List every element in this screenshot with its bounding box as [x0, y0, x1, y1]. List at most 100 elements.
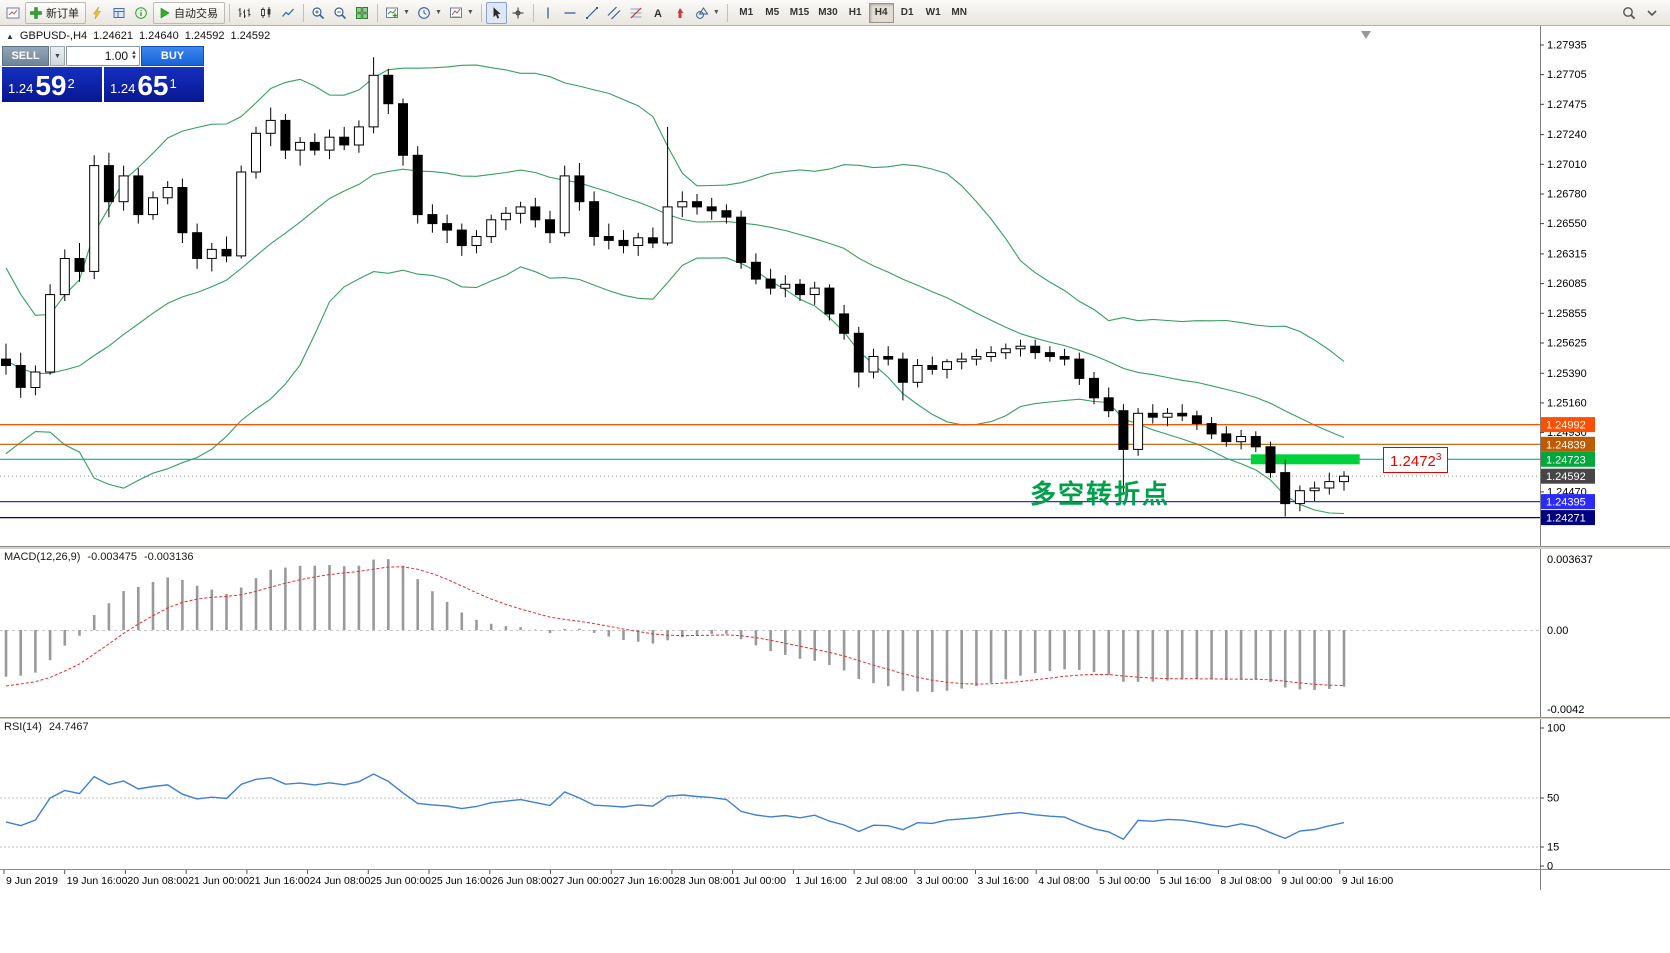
trendline-tool-button[interactable] [582, 2, 603, 24]
timeframe-button-h4[interactable]: H4 [868, 2, 894, 23]
highlight-zone [1250, 454, 1360, 465]
one-click-trading-panel: SELL ▼ 1.00 ▲ ▼ BUY 1.24 59 2 1.24 65 1 [2, 46, 204, 102]
svg-text:1.25625: 1.25625 [1547, 338, 1587, 350]
svg-text:50: 50 [1547, 793, 1559, 805]
svg-text:21 Jun 00:00: 21 Jun 00:00 [188, 875, 249, 887]
zoom-out-button[interactable] [330, 2, 351, 24]
svg-text:9 Jul 00:00: 9 Jul 00:00 [1281, 875, 1333, 887]
toolbar-right-group [1619, 2, 1667, 24]
buy-price-display[interactable]: 1.24 65 1 [104, 67, 204, 102]
symbol-chart-icon: ▲ [6, 31, 14, 41]
one-click-dropdown-button[interactable]: ▼ [50, 46, 65, 66]
svg-text:1.27705: 1.27705 [1547, 69, 1587, 81]
zoom-out-icon [333, 6, 347, 20]
sell-button[interactable]: SELL [2, 46, 49, 66]
svg-text:9 Jun 2019: 9 Jun 2019 [6, 875, 58, 887]
svg-text:1.24839: 1.24839 [1546, 439, 1586, 451]
timeframe-button-d1[interactable]: D1 [900, 7, 914, 18]
volume-spinner[interactable]: ▲ ▼ [131, 50, 137, 61]
candlestick-mode-button[interactable] [256, 2, 277, 24]
ohlc-bars-icon [237, 6, 251, 20]
svg-text:5 Jul 16:00: 5 Jul 16:00 [1160, 875, 1212, 887]
line-chart-mode-button[interactable] [278, 2, 299, 24]
charts-profile-button[interactable] [87, 2, 108, 24]
crosshair-tool-button[interactable] [508, 2, 529, 24]
candlestick-icon [259, 6, 273, 20]
sell-price-small: 1.24 [8, 81, 34, 96]
cursor-tool-button[interactable] [485, 1, 507, 24]
macd-label-bar: MACD(12,26,9) -0.003475 -0.003136 [4, 551, 194, 563]
chart-shift-marker-icon[interactable] [1361, 31, 1371, 39]
macd-histogram [4, 559, 1346, 692]
svg-text:1.27475: 1.27475 [1547, 99, 1587, 111]
pane-splitter[interactable] [0, 546, 1670, 549]
periods-button[interactable]: ▼ [414, 2, 445, 24]
svg-text:-0.0042: -0.0042 [1547, 704, 1584, 716]
svg-text:1.26315: 1.26315 [1547, 248, 1587, 260]
template-icon [449, 6, 463, 20]
bar-low-value: 1.24592 [184, 30, 225, 42]
toolbar-expand-button[interactable] [1642, 2, 1663, 24]
price-badge-1.24839 [1541, 436, 1595, 452]
svg-text:9 Jul 16:00: 9 Jul 16:00 [1342, 875, 1394, 887]
svg-text:1.24723: 1.24723 [1546, 454, 1586, 466]
shapes-tool-button[interactable]: ▼ [692, 2, 723, 24]
new-order-button[interactable]: 新订单 [25, 1, 86, 24]
autotrade-button[interactable]: 自动交易 [153, 1, 225, 24]
rsi-line [5, 773, 1345, 841]
play-icon [157, 6, 171, 20]
volume-field[interactable]: 1.00 ▲ ▼ [66, 46, 140, 66]
new-order-label: 新订单 [46, 7, 79, 20]
macd-main-value: -0.003475 [87, 551, 137, 563]
channel-icon [607, 6, 621, 20]
svg-text:1 Jul 16:00: 1 Jul 16:00 [795, 875, 847, 887]
timeframe-button-m30[interactable]: M30 [818, 7, 838, 18]
crosshair-icon [511, 6, 525, 20]
timeframe-button-m5[interactable]: M5 [765, 7, 780, 18]
toolbar-separator [377, 3, 378, 22]
chart-window-button[interactable] [3, 2, 24, 24]
dropdown-arrow-icon: ▼ [434, 9, 442, 16]
macd-label: MACD(12,26,9) [4, 551, 81, 563]
macd-pane-area[interactable] [0, 549, 1540, 717]
channel-tool-button[interactable] [604, 2, 625, 24]
price-scale[interactable] [1540, 26, 1670, 869]
rsi-pane-area[interactable] [0, 719, 1540, 868]
symbol-name: GBPUSD-,H4 [19, 30, 88, 42]
text-tool-button[interactable]: A [648, 2, 669, 24]
autotrade-label: 自动交易 [174, 7, 218, 20]
vertical-line-tool-button[interactable] [538, 2, 559, 24]
data-window-button[interactable] [131, 2, 152, 24]
templates-button[interactable]: ▼ [446, 2, 477, 24]
arrow-marker-tool-button[interactable] [670, 2, 691, 24]
price-level-label[interactable]: 1.24723 [1383, 447, 1449, 473]
arrow-marker-icon [673, 6, 687, 20]
svg-text:21 Jun 16:00: 21 Jun 16:00 [249, 875, 310, 887]
timeframe-button-m1[interactable]: M1 [739, 7, 754, 18]
timeframe-group: M1 M5 M15 M30 H1 H4 D1 W1 MN [734, 2, 972, 23]
rsi-label-bar: RSI(14) 24.7467 [4, 721, 89, 733]
timeframe-button-h1[interactable]: H1 [848, 7, 862, 18]
buy-button[interactable]: BUY [141, 46, 204, 66]
market-watch-button[interactable] [109, 2, 130, 24]
toolbar-separator [726, 3, 728, 22]
fibonacci-icon [629, 6, 643, 20]
svg-text:25 Jun 00:00: 25 Jun 00:00 [370, 875, 431, 887]
search-button[interactable] [1619, 2, 1640, 24]
timeframe-button-w1[interactable]: W1 [925, 7, 941, 18]
bar-chart-mode-button[interactable] [234, 2, 255, 24]
price-badge-1.24592 [1541, 468, 1595, 484]
indicators-button[interactable]: ▼ [382, 2, 413, 24]
svg-text:100: 100 [1547, 723, 1565, 735]
timeframe-button-m15[interactable]: M15 [789, 7, 810, 18]
sell-price-display[interactable]: 1.24 59 2 [2, 67, 102, 102]
horizontal-line-tool-button[interactable] [560, 2, 581, 24]
dropdown-arrow-icon: ▼ [712, 9, 720, 16]
tile-windows-button[interactable] [352, 2, 373, 24]
time-axis[interactable] [0, 869, 1540, 890]
price-chart-area[interactable] [0, 26, 1540, 546]
fibonacci-tool-button[interactable] [626, 2, 647, 24]
symbol-info-bar: ▲ GBPUSD-,H4 1.24621 1.24640 1.24592 1.2… [6, 30, 270, 42]
timeframe-button-mn[interactable]: MN [951, 7, 967, 18]
zoom-in-button[interactable] [308, 2, 329, 24]
